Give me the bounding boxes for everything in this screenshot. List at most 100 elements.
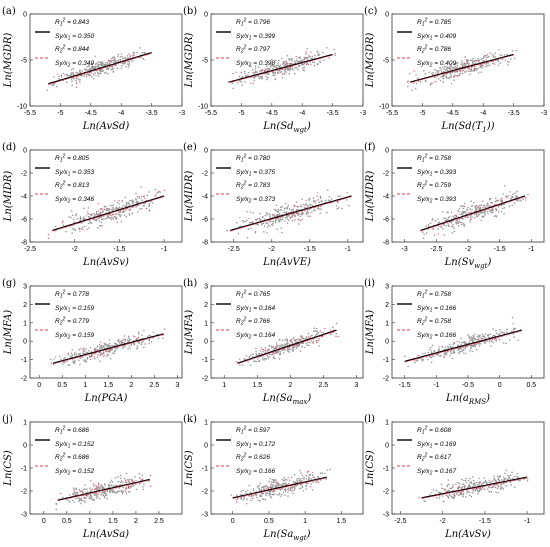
fit-line-1 [404, 329, 523, 363]
data-point [105, 61, 107, 64]
data-point [482, 216, 485, 218]
data-point [127, 347, 129, 350]
data-point [336, 207, 339, 210]
data-point [109, 349, 111, 351]
y-tick-label: -3 [21, 512, 27, 519]
data-point [132, 54, 135, 57]
data-point [418, 496, 420, 499]
data-point [516, 190, 518, 193]
data-point [468, 483, 470, 486]
data-point [309, 473, 311, 476]
data-point [142, 57, 144, 60]
data-point [134, 475, 136, 478]
data-point [139, 47, 141, 49]
data-point [107, 350, 110, 353]
data-point [450, 349, 453, 352]
data-point [485, 59, 488, 61]
data-point [519, 480, 521, 482]
data-point [295, 201, 297, 203]
x-tick-label: -1.5 [494, 246, 506, 253]
legend-entry: Sy/x2 = 0.393 [417, 196, 457, 205]
data-point [490, 486, 493, 489]
data-point [272, 346, 274, 348]
legend-value: 0.159 [78, 305, 95, 312]
x-tick-label: 0.5 [526, 382, 536, 389]
data-point [248, 355, 250, 357]
data-point [501, 207, 504, 210]
data-point [274, 489, 276, 492]
legend-entry: Sy/x2 = 0.166 [236, 468, 276, 477]
data-point [240, 491, 243, 493]
data-point [284, 64, 286, 67]
data-point [280, 346, 283, 348]
data-point [70, 72, 73, 74]
data-point [435, 80, 437, 82]
data-point [464, 216, 467, 219]
data-point [494, 335, 496, 337]
y-tick-label: 2 [23, 302, 27, 309]
data-point [73, 221, 75, 223]
data-point [437, 350, 440, 352]
data-point [307, 212, 310, 214]
data-point [303, 66, 306, 69]
x-tick-label: -4.5 [266, 110, 278, 117]
data-point [47, 234, 49, 236]
data-point [522, 198, 524, 200]
legend-entry: R12 = 0.758 [417, 154, 451, 164]
legend-entry: Sy/x2 = 0.164 [236, 332, 276, 341]
data-point [441, 345, 444, 348]
plot-area [391, 149, 545, 243]
data-point [157, 191, 160, 193]
data-point [264, 498, 267, 501]
data-point [312, 197, 315, 199]
data-point [304, 56, 307, 59]
data-point [73, 490, 75, 492]
data-point [274, 219, 277, 222]
data-point [462, 207, 465, 210]
data-point [55, 225, 57, 227]
data-point [513, 329, 515, 331]
data-point [481, 338, 484, 340]
data-point [258, 484, 260, 487]
data-point [308, 477, 310, 480]
data-point [97, 486, 100, 489]
data-point [440, 492, 442, 494]
data-point [469, 350, 471, 352]
legend-entry: R12 = 0.778 [55, 290, 89, 300]
data-point [503, 206, 506, 209]
data-point [85, 360, 88, 363]
data-point [299, 205, 302, 208]
data-point [274, 485, 276, 487]
data-point [269, 485, 272, 488]
data-point [422, 358, 424, 361]
data-point [75, 487, 77, 490]
x-tick-label: 3 [175, 382, 179, 389]
data-point [260, 486, 263, 489]
fit-line-1 [237, 329, 337, 364]
data-point [279, 495, 282, 498]
legend-entry: Sy/x1 = 0.393 [417, 169, 457, 178]
data-point [305, 202, 307, 205]
data-point [270, 497, 273, 499]
data-point [111, 204, 113, 207]
x-axis-label: Ln(Sdwgt) [262, 121, 311, 134]
data-point [469, 219, 472, 221]
data-point [83, 75, 85, 77]
y-axis-label: Ln(MIDR) [365, 171, 376, 223]
data-point [281, 76, 284, 79]
data-point [481, 200, 484, 203]
data-point [295, 66, 298, 69]
data-point [435, 72, 437, 74]
data-point [412, 82, 415, 84]
data-point [97, 493, 99, 495]
panel-label: (d) [2, 142, 16, 153]
data-point [262, 349, 265, 351]
data-point [88, 355, 91, 357]
data-point [313, 330, 316, 333]
y-tick-label: 1 [23, 320, 27, 327]
data-point [98, 72, 101, 75]
legend-entry: R12 = 0.608 [417, 426, 451, 436]
data-point [511, 49, 514, 52]
data-point [97, 354, 99, 356]
